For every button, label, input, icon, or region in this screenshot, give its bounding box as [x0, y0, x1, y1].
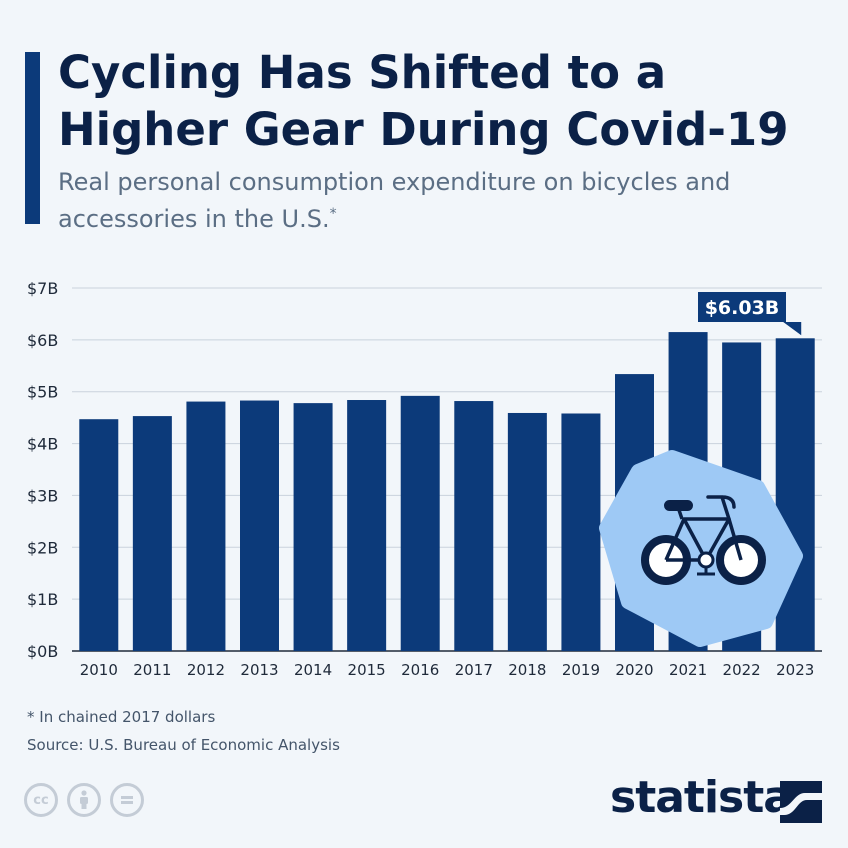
- chart-subtitle: Real personal consumption expenditure on…: [58, 166, 798, 235]
- bar-2016: [400, 395, 440, 651]
- y-tick-label: $3B: [27, 486, 58, 505]
- cc-icon: cc: [24, 783, 58, 817]
- y-tick-label: $2B: [27, 538, 58, 557]
- annotation-label: $6.03B: [705, 297, 780, 319]
- annotation-pointer: [783, 322, 802, 336]
- bicycle-icon: [599, 450, 803, 647]
- person-icon: [67, 783, 101, 817]
- x-tick-label: 2010: [80, 661, 118, 679]
- brand-name: statista: [610, 772, 793, 823]
- y-tick-label: $6B: [27, 331, 58, 350]
- x-tick-label: 2023: [776, 661, 814, 679]
- bar-2014: [293, 403, 333, 651]
- annotation-box: [698, 292, 786, 322]
- subtitle-asterisk: *: [329, 206, 337, 222]
- x-tick-label: 2013: [240, 661, 278, 679]
- x-tick-label: 2012: [187, 661, 225, 679]
- bar-2013: [240, 400, 279, 651]
- subtitle-text: Real personal consumption expenditure on…: [58, 168, 731, 233]
- y-tick-label: $4B: [27, 435, 58, 454]
- x-tick-label: 2015: [348, 661, 386, 679]
- y-axis-ticks: $0B $1B $2B $3B $4B $5B $6B $7B: [27, 279, 58, 661]
- bar-chart: $0B$1B$2B$3B$4B$5B$6B$7B 2010 2011 2012 201…: [27, 279, 822, 679]
- bar-2019: [561, 413, 601, 651]
- x-tick-label: 2011: [133, 661, 171, 679]
- y-tick-label: $1B: [27, 590, 58, 609]
- y-tick-label: $5B: [27, 383, 58, 402]
- bar-2018: [507, 412, 547, 651]
- x-tick-label: 2021: [669, 661, 707, 679]
- bar-2015: [347, 400, 387, 651]
- x-tick-label: 2020: [615, 661, 653, 679]
- bar-2017: [454, 401, 494, 651]
- bar-2012: [186, 401, 226, 651]
- source-note: Source: U.S. Bureau of Economic Analysis: [27, 736, 340, 754]
- x-tick-label: 2016: [401, 661, 439, 679]
- statista-logo-icon: [780, 781, 822, 823]
- x-tick-label: 2018: [508, 661, 546, 679]
- bar-2010: [79, 419, 119, 651]
- x-tick-label: 2014: [294, 661, 332, 679]
- y-tick-label: $0B: [27, 642, 58, 661]
- y-tick-label: $7B: [27, 279, 58, 298]
- x-tick-label: 2022: [723, 661, 761, 679]
- x-tick-label: 2017: [455, 661, 493, 679]
- equals-icon: [110, 783, 144, 817]
- footnote: * In chained 2017 dollars: [27, 708, 216, 726]
- title-accent-bar: [25, 52, 40, 224]
- bar-2011: [132, 416, 172, 651]
- x-tick-label: 2019: [562, 661, 600, 679]
- value-annotation: $6.03B: [698, 292, 802, 336]
- x-axis-ticks: 2010 2011 2012 2013 2014 2015 2016 2017 2018 2019…: [80, 661, 815, 679]
- chart-title: Cycling Has Shifted to a Higher Gear Dur…: [58, 46, 789, 156]
- bars: [79, 332, 815, 651]
